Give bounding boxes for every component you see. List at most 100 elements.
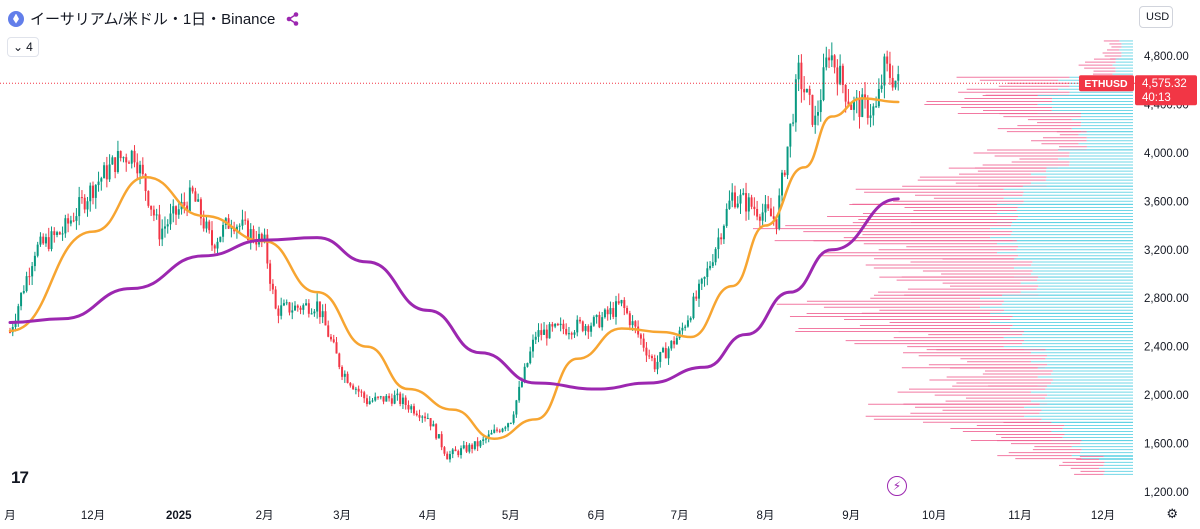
candle-body <box>299 307 302 310</box>
candle-body <box>296 305 299 308</box>
candle-body <box>689 318 692 321</box>
candle-body <box>877 88 880 107</box>
candle-body <box>169 213 172 225</box>
x-tick-label: 5月 <box>502 510 520 522</box>
last-price-labels: ETHUSD 4,575.32 40:13 <box>1079 75 1197 106</box>
candle-body <box>883 56 886 86</box>
candle-body <box>487 434 490 439</box>
symbol-header[interactable]: イーサリアム/米ドル・1日・Binance <box>8 8 301 29</box>
gear-icon[interactable]: ⚙ <box>1166 506 1178 521</box>
candle-body <box>111 157 114 165</box>
x-tick-label: 10月 <box>922 510 946 522</box>
candle-body <box>551 324 554 327</box>
y-tick-label: 2,400.00 <box>1144 342 1189 354</box>
symbol-title[interactable]: イーサリアム/米ドル・1日・Binance <box>30 11 276 28</box>
candle-body <box>255 240 258 245</box>
currency-selector[interactable]: USD <box>1139 6 1173 28</box>
candle-body <box>418 415 421 418</box>
candle-body <box>590 325 593 332</box>
candle-body <box>512 414 515 423</box>
candle-body <box>758 216 761 221</box>
candle-body <box>440 434 443 448</box>
candle-body <box>648 355 651 357</box>
candle-body <box>667 348 670 359</box>
chevron-down-icon: ⌄ <box>13 40 24 54</box>
candle-body <box>305 303 308 306</box>
candle-body <box>208 221 211 231</box>
candle-body <box>603 309 606 318</box>
candle-body <box>457 451 460 456</box>
lightning-event-icon[interactable]: ⚡ <box>887 476 907 496</box>
candle-body <box>554 323 557 327</box>
candle-body <box>518 386 521 401</box>
candle-body <box>280 305 283 316</box>
candle-body <box>365 398 368 405</box>
candle-body <box>789 123 792 147</box>
candle-body <box>520 381 523 387</box>
candle-body <box>166 224 169 227</box>
candle-body <box>545 329 548 339</box>
candle-body <box>819 100 822 113</box>
candle-body <box>695 296 698 299</box>
candle-body <box>476 441 479 447</box>
x-tick-label: 4月 <box>419 510 437 522</box>
candle-body <box>377 396 380 398</box>
candle-body <box>736 203 739 208</box>
candle-body <box>504 427 507 429</box>
candle-body <box>482 439 485 442</box>
candle-body <box>390 398 393 404</box>
x-tick-label: 12月 <box>1091 510 1115 522</box>
candle-body <box>451 449 454 455</box>
candle-body <box>92 185 95 198</box>
x-tick-label: 7月 <box>671 510 689 522</box>
candle-body <box>324 311 327 326</box>
candle-body <box>202 218 205 229</box>
candle-body <box>465 445 468 452</box>
candle-body <box>739 194 742 204</box>
y-tick-label: 2,800.00 <box>1144 293 1189 305</box>
candle-body <box>725 208 728 226</box>
candle-body <box>360 391 363 393</box>
candle-body <box>808 88 811 95</box>
candle-body <box>833 55 836 68</box>
candle-body <box>352 385 355 390</box>
candle-body <box>349 382 352 386</box>
candle-body <box>897 74 900 81</box>
candle-body <box>816 112 819 116</box>
candle-body <box>404 397 407 405</box>
candle-body <box>186 205 189 212</box>
candle-body <box>25 276 28 292</box>
candle-body <box>852 100 855 110</box>
candle-body <box>626 308 629 314</box>
candle-body <box>722 225 725 240</box>
last-price-value: 4,575.32 <box>1142 78 1187 90</box>
x-tick-label: 6月 <box>588 510 606 522</box>
candle-body <box>830 55 833 61</box>
candle-body <box>335 342 338 354</box>
x-axis[interactable]: 月 12月 2025 2月 3月 4月 5月 6月 7月 8月 9月 10月 11月 12月 <box>4 510 1115 522</box>
indicators-toggle[interactable]: ⌄ 4 <box>7 37 39 57</box>
candle-body <box>631 321 634 326</box>
candle-body <box>56 232 59 236</box>
candle-body <box>368 401 371 405</box>
candle-body <box>720 237 723 240</box>
candle-body <box>407 404 410 410</box>
candle-body <box>792 122 795 124</box>
candle-body <box>797 62 800 80</box>
candle-body <box>772 216 775 219</box>
candle-body <box>891 77 894 88</box>
candle-body <box>894 80 897 88</box>
candle-body <box>775 218 778 229</box>
symbol-tag-text: ETHUSD <box>1084 78 1128 90</box>
candle-body <box>31 266 34 277</box>
candle-body <box>692 296 695 319</box>
candle-body <box>44 237 47 244</box>
share-icon[interactable] <box>285 11 301 27</box>
y-tick-label: 3,600.00 <box>1144 196 1189 208</box>
candle-body <box>277 308 280 316</box>
candle-body <box>462 445 465 449</box>
tradingview-logo-icon[interactable]: 17 <box>11 468 29 487</box>
candle-body <box>814 115 817 125</box>
candle-body <box>161 228 164 240</box>
